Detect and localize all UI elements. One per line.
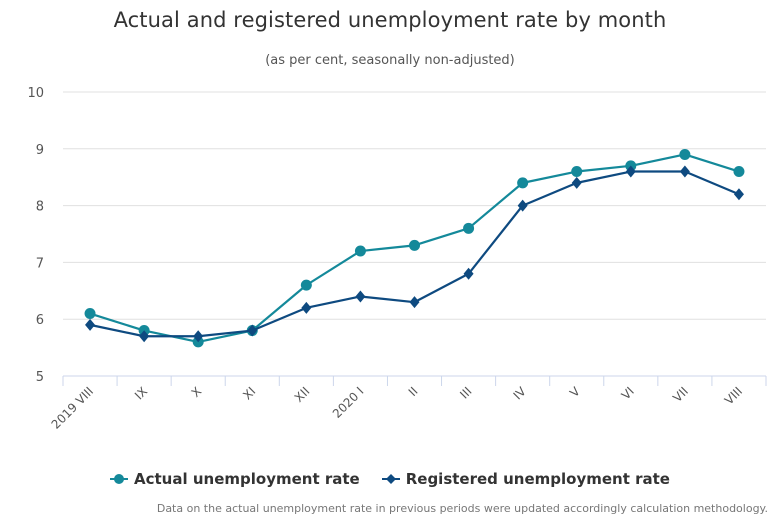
legend-item-actual[interactable]: Actual unemployment rate	[110, 470, 360, 488]
y-tick-label: 10	[27, 86, 44, 101]
x-tick-label: V	[567, 384, 583, 400]
x-tick-label: IV	[511, 384, 530, 403]
chart-subtitle: (as per cent, seasonally non-adjusted)	[265, 53, 515, 68]
gridlines	[63, 91, 766, 320]
x-tick-label: IX	[132, 384, 150, 402]
data-point	[139, 330, 150, 343]
series-registered	[85, 165, 744, 343]
x-tick-label: VI	[619, 384, 637, 402]
y-axis: 5 6 7 8 9 10	[27, 86, 44, 385]
data-point	[355, 290, 366, 303]
data-point	[300, 279, 312, 291]
y-tick-label: 8	[36, 200, 44, 215]
data-point	[679, 165, 690, 178]
x-tick-label: VII	[670, 384, 691, 405]
data-point	[247, 324, 258, 337]
data-point	[354, 245, 366, 257]
footnote: Data on the actual unemployment rate in …	[156, 502, 768, 515]
x-tick-label: 2019 VIII	[49, 384, 97, 432]
data-point	[301, 301, 312, 314]
data-point	[85, 318, 96, 331]
y-tick-label: 6	[36, 313, 44, 328]
data-point	[409, 239, 420, 251]
x-axis: 2019 VIII IX X XI XII 2020 I II III IV V VI VII VIII	[49, 375, 767, 432]
data-point	[679, 148, 691, 160]
chart-title: Actual and registered unemployment rate …	[113, 8, 667, 32]
data-point	[517, 177, 529, 189]
legend: Actual unemployment rate Registered unem…	[0, 470, 780, 488]
x-tick-label: XII	[292, 384, 313, 405]
data-point	[409, 296, 420, 309]
x-tick-label: 2020 I	[330, 384, 367, 421]
series-actual	[84, 148, 745, 348]
y-tick-label: 7	[36, 256, 44, 271]
y-tick-label: 9	[36, 143, 44, 158]
y-tick-label: 5	[36, 370, 44, 385]
data-point	[84, 308, 96, 320]
data-point	[463, 222, 475, 234]
data-point	[733, 188, 744, 201]
x-tick-label: XI	[240, 384, 258, 402]
data-point	[733, 166, 745, 178]
x-tick-label: VIII	[722, 384, 745, 407]
x-tick-label: III	[457, 384, 474, 401]
legend-label-registered: Registered unemployment rate	[405, 470, 670, 488]
diamond-marker-icon	[381, 474, 400, 484]
data-point	[571, 176, 582, 189]
data-point	[193, 330, 204, 343]
data-point	[463, 267, 474, 280]
x-tick-label: X	[189, 384, 205, 400]
legend-label-actual: Actual unemployment rate	[134, 470, 360, 488]
data-point	[517, 199, 528, 212]
circle-marker-icon	[110, 474, 129, 484]
data-point	[571, 166, 583, 178]
series-layer	[84, 148, 745, 348]
series-line	[89, 170, 740, 338]
legend-item-registered[interactable]: Registered unemployment rate	[381, 470, 670, 488]
x-tick-label: II	[406, 384, 421, 399]
data-point	[625, 165, 636, 178]
